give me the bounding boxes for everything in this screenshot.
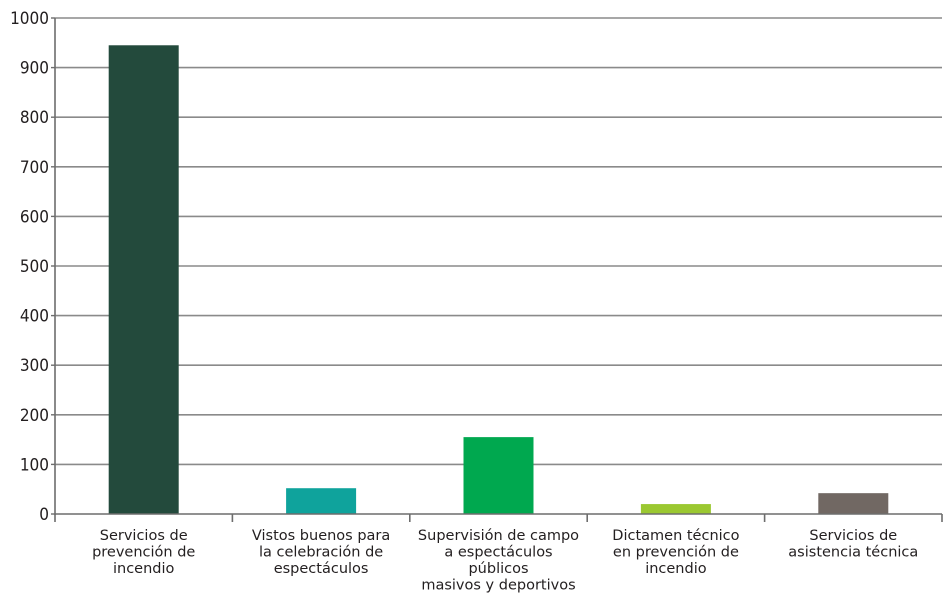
x-category-label: Supervisión de campo a espectáculos públic… bbox=[418, 528, 579, 594]
bar bbox=[286, 488, 357, 514]
y-tick-label: 0 bbox=[39, 505, 49, 525]
x-category-label-line: Servicios de bbox=[100, 528, 188, 544]
axes bbox=[51, 17, 943, 522]
x-category-label-line: públicos bbox=[468, 561, 528, 577]
x-category-label-line: Supervisión de campo bbox=[418, 528, 579, 544]
x-category-label-line: prevención de bbox=[92, 545, 195, 561]
bar bbox=[108, 45, 179, 514]
x-category-label: Dictamen técnico en prevención de incendio bbox=[612, 528, 739, 577]
y-tick-label: 800 bbox=[20, 108, 49, 128]
bar bbox=[463, 437, 534, 514]
y-tick-label: 1000 bbox=[10, 9, 49, 29]
y-tick-label: 500 bbox=[20, 257, 49, 277]
x-category-label-line: Dictamen técnico bbox=[612, 528, 739, 544]
x-category-label-line: asistencia técnica bbox=[788, 545, 918, 561]
gridlines bbox=[55, 17, 942, 466]
x-category-label-line: en prevención de bbox=[613, 545, 739, 561]
x-category-label-line: la celebración de bbox=[259, 545, 383, 561]
x-category-labels: Servicios de prevención de incendioVistos … bbox=[92, 528, 918, 594]
x-category-label-line: Vistos buenos para bbox=[252, 528, 390, 544]
y-tick-labels: 0 100 200 300 400 500 600 700 800 900 1000 bbox=[10, 9, 49, 525]
x-category-label-line: a espectáculos bbox=[444, 545, 552, 561]
x-category-label-line: incendio bbox=[645, 561, 707, 577]
x-category-label: Servicios de prevención de incendio bbox=[92, 528, 195, 577]
y-tick-label: 400 bbox=[20, 307, 49, 327]
bars bbox=[108, 45, 889, 514]
x-category-label-line: masivos y deportivos bbox=[421, 578, 575, 594]
bar bbox=[818, 493, 889, 514]
x-category-label-line: Servicios de bbox=[809, 528, 897, 544]
y-tick-label: 600 bbox=[20, 207, 49, 227]
y-tick-label: 100 bbox=[20, 455, 49, 475]
x-category-label-line: espectáculos bbox=[274, 561, 369, 577]
x-category-label-line: incendio bbox=[113, 561, 175, 577]
y-tick-label: 700 bbox=[20, 158, 49, 178]
x-category-label: Vistos buenos para la celebración de espec… bbox=[252, 528, 390, 577]
x-category-label: Servicios de asistencia técnica bbox=[788, 528, 918, 561]
y-tick-label: 900 bbox=[20, 59, 49, 79]
bar bbox=[640, 504, 711, 514]
y-tick-label: 200 bbox=[20, 406, 49, 426]
y-tick-label: 300 bbox=[20, 356, 49, 376]
